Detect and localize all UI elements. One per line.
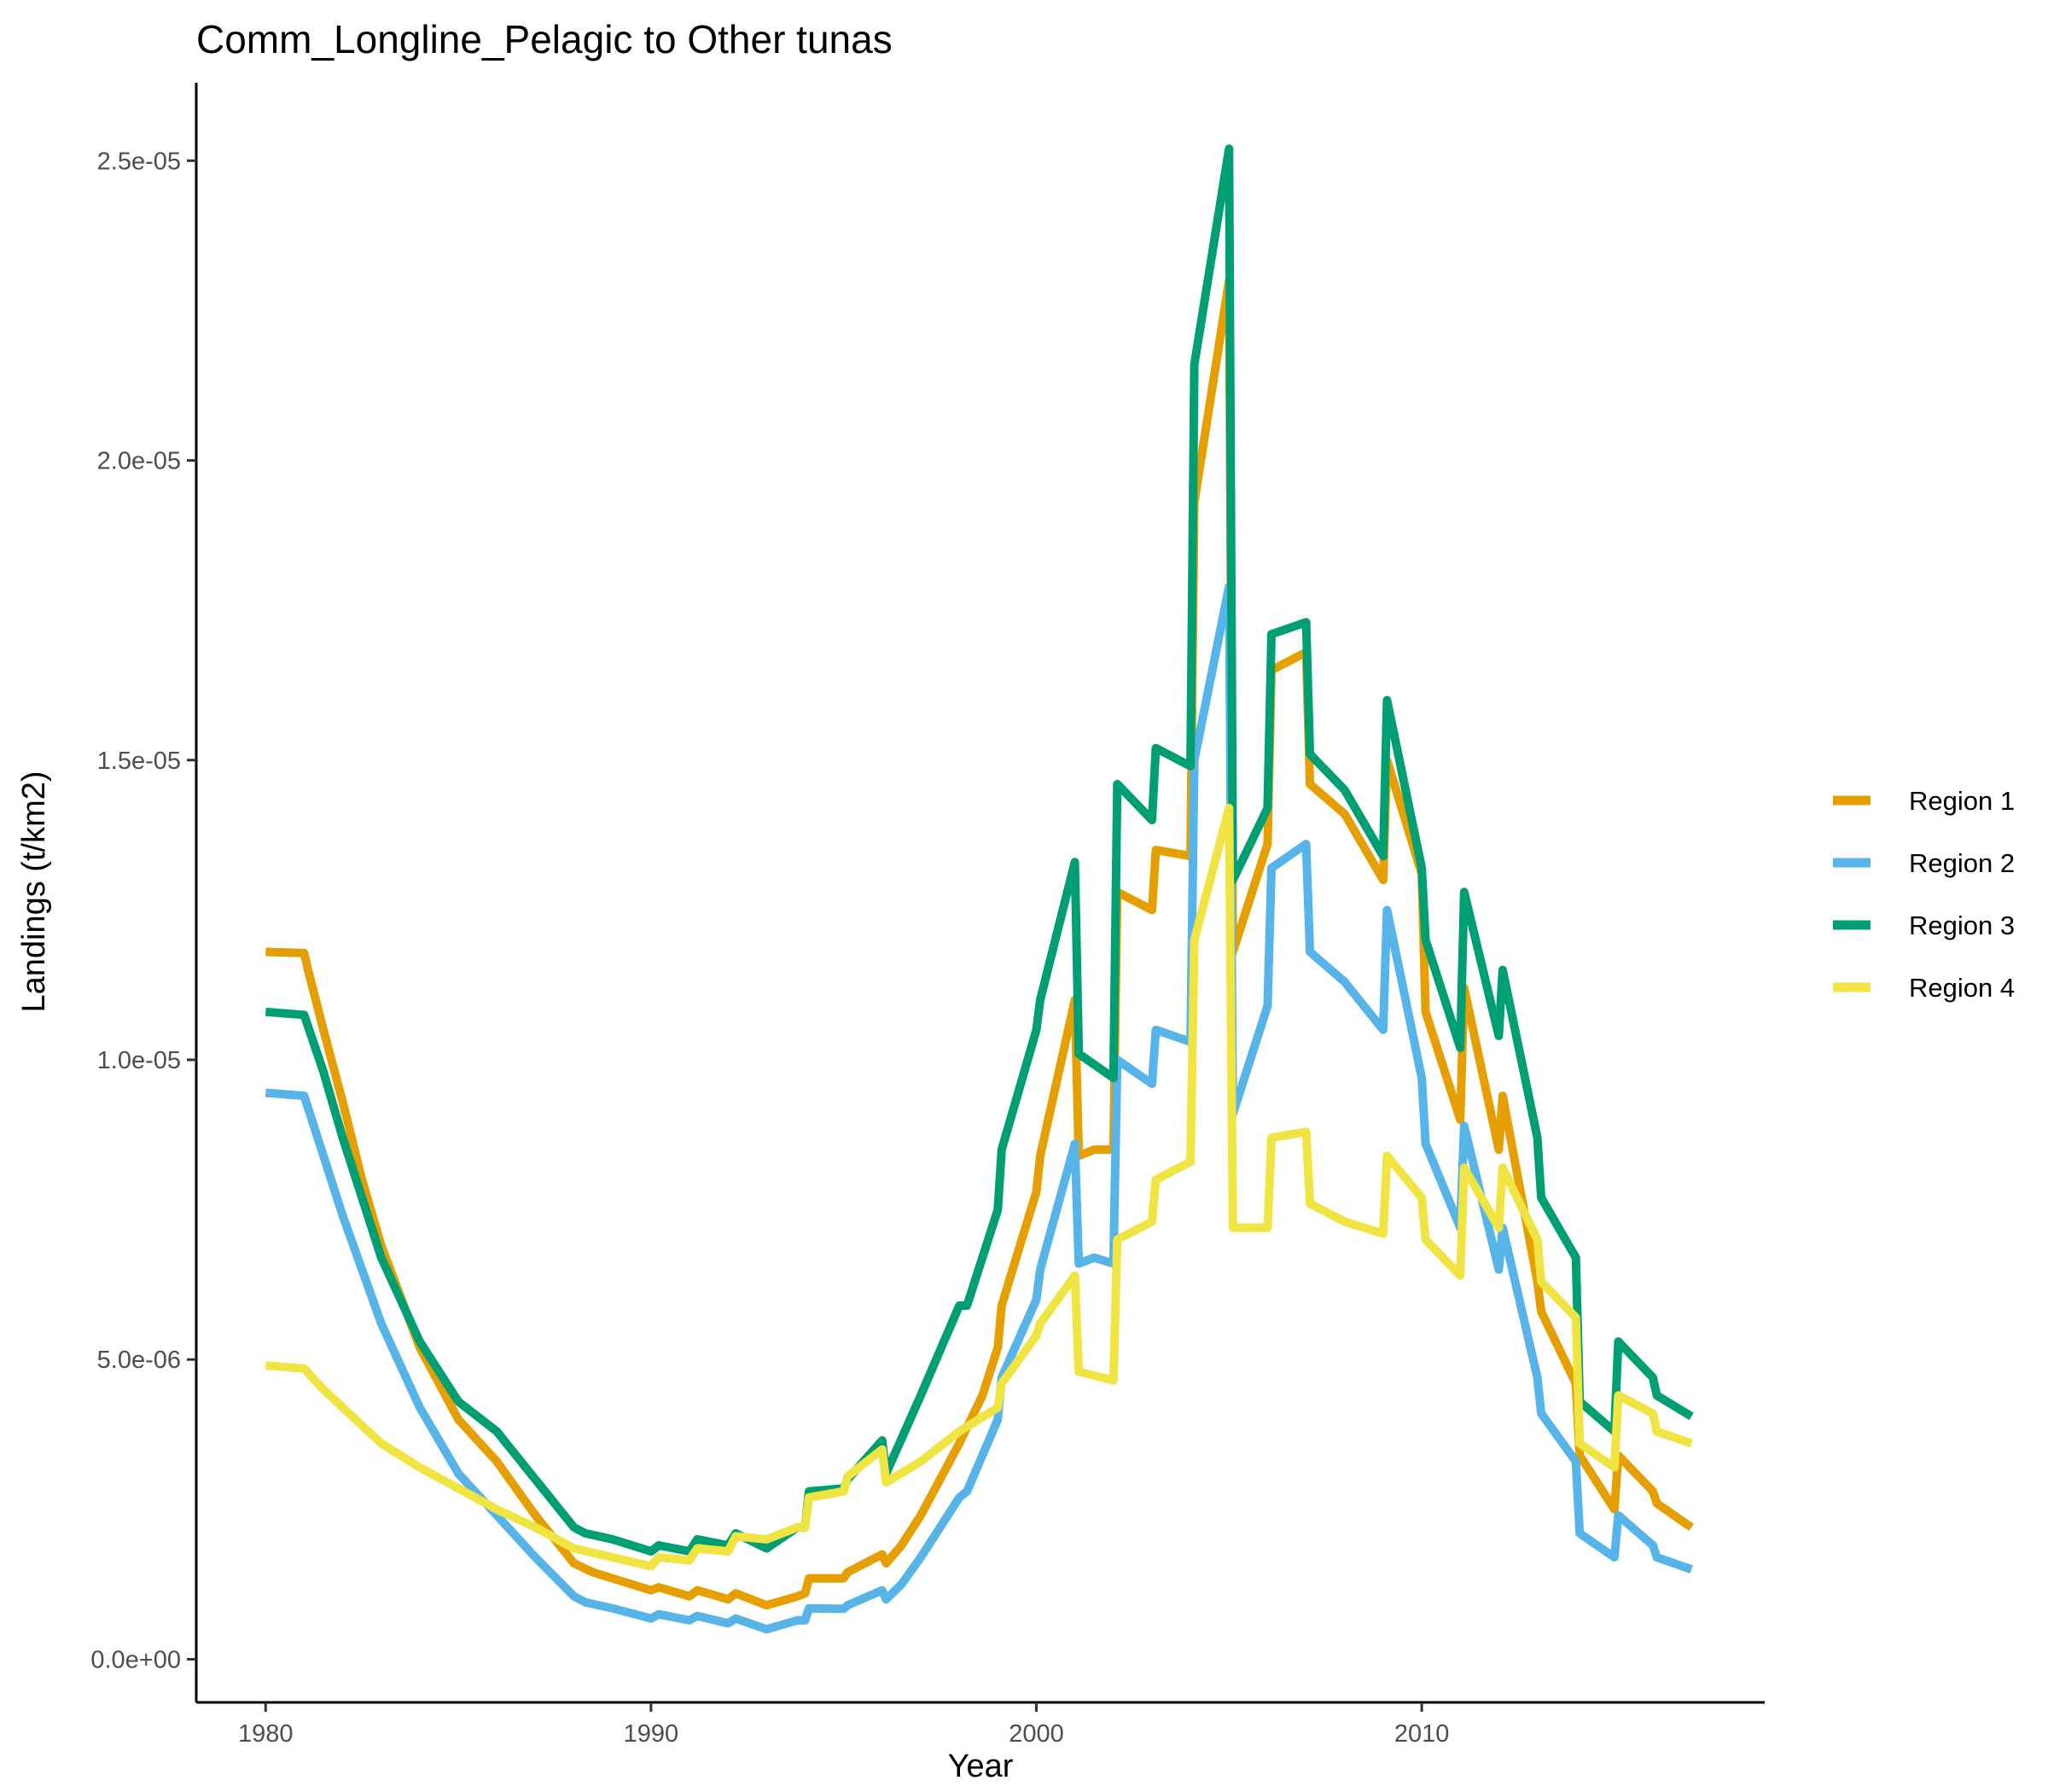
legend: Region 1 Region 2 Region 3 Region 4 [1833,786,2015,1003]
x-axis-title: Year [948,1748,1014,1784]
y-axis-ticks: 0.0e+00 5.0e-06 1.0e-05 1.5e-05 2.0e-05 2.5e-… [90,148,196,1673]
legend-label-region-3: Region 3 [1909,911,2015,940]
legend-label-region-4: Region 4 [1909,973,2015,1003]
x-tick-label: 2010 [1394,1720,1450,1748]
legend-label-region-2: Region 2 [1909,848,2015,878]
series-line-region-4 [265,804,1693,1571]
x-tick-label: 1980 [238,1720,294,1748]
y-tick-label: 1.0e-05 [97,1047,181,1074]
y-tick-label: 2.0e-05 [97,448,181,475]
x-tick-label: 1990 [624,1720,679,1748]
series-line-region-2 [265,582,1693,1634]
legend-label-region-1: Region 1 [1909,786,2015,816]
series-line-region-3 [265,144,1694,1556]
y-tick-label: 1.5e-05 [97,748,181,775]
x-axis-ticks: 1980 1990 2000 2010 [238,1702,1449,1748]
chart-title: Comm_Longline_Pelagic to Other tunas [196,17,893,61]
y-tick-label: 0.0e+00 [90,1646,181,1673]
series-line-region-1 [265,276,1695,1610]
series-layer [265,144,1695,1634]
y-tick-label: 2.5e-05 [97,148,181,175]
x-tick-label: 2000 [1009,1720,1064,1748]
y-tick-label: 5.0e-06 [97,1347,181,1374]
y-axis-title: Landings (t/km2) [16,771,52,1012]
